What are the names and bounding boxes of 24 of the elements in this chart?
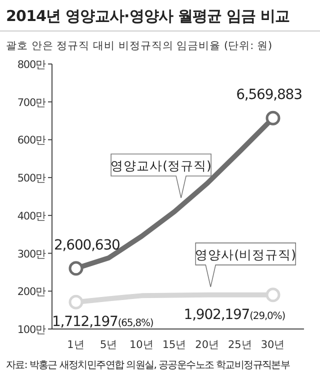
annotation: 2,600,630: [54, 237, 120, 254]
text: 영양사(비정규직): [195, 246, 296, 262]
y-tick-label: 300만: [17, 248, 47, 260]
y-tick-label: 700만: [17, 96, 47, 109]
x-tick-label: 1년: [67, 339, 85, 351]
annotation: 6,569,883: [236, 87, 302, 104]
y-tick-label: 400만: [17, 210, 47, 222]
x-tick-label: 10년: [129, 339, 154, 351]
chart-subtitle: 괄호 안은 정규직 대비 비정규직의 임금비율 (단위: 원): [6, 40, 272, 52]
y-tick-label: 100만: [17, 324, 47, 336]
x-tick-label: 30년: [260, 339, 286, 351]
text: 자료: 박홍근 새정치민주연합 의원실, 공공운수노조 학교비정규직본부: [6, 360, 290, 371]
annotation: 1,712,197(65,8%): [52, 314, 154, 330]
series-label: 영양교사(정규직): [110, 158, 212, 173]
y-tick-label: 200만: [17, 286, 47, 298]
y-tick-label: 600만: [17, 134, 47, 147]
x-tick-label: 20년: [195, 339, 220, 351]
y-tick-label: 800만: [17, 59, 47, 71]
annotation: 1,902,197(29,0%): [184, 306, 286, 323]
x-tick-label: 15년: [162, 339, 187, 351]
x-tick-label: 5년: [100, 339, 118, 351]
x-tick-label: 25년: [228, 339, 252, 351]
y-tick-label: 500만: [17, 172, 47, 185]
chart-title: 2014년 영양교사·영양사 월평균 임금 비교: [6, 7, 290, 25]
